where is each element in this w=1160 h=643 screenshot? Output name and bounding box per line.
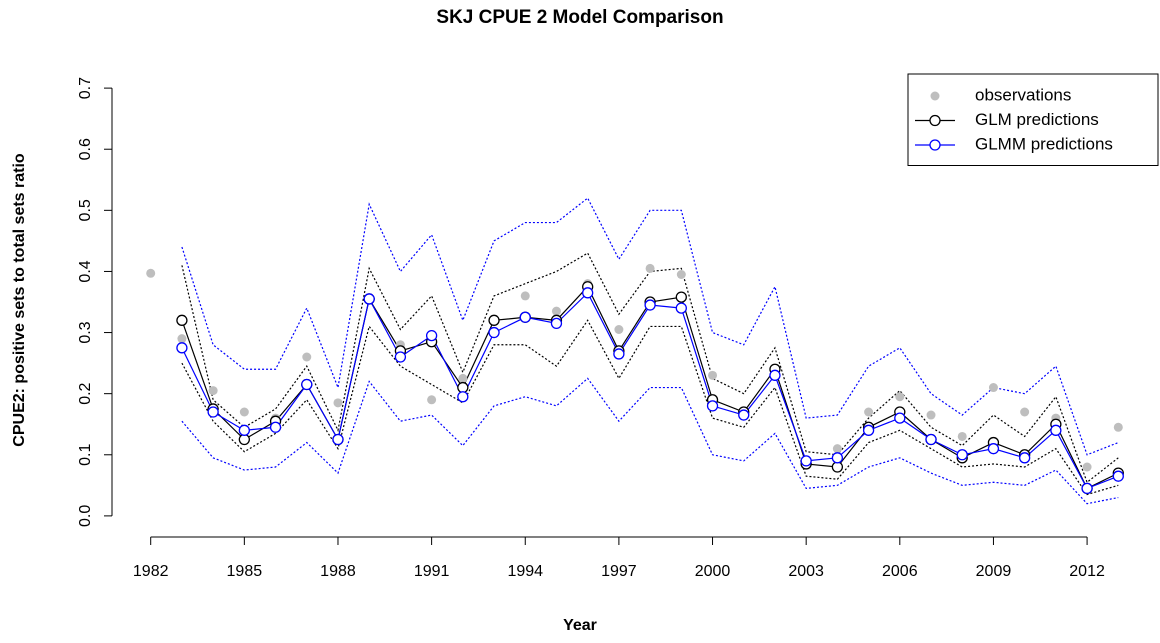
y-tick-label: 0.5 (77, 199, 94, 221)
prediction-point (831, 461, 844, 473)
prediction-point (394, 351, 407, 363)
x-tick-label: 1991 (414, 563, 450, 580)
x-tick-label: 1997 (601, 563, 637, 580)
observation-point (208, 386, 218, 396)
observation-point (676, 270, 686, 279)
prediction-point (238, 433, 250, 446)
legend-label: observations (975, 85, 1071, 104)
x-tick-label: 1985 (227, 563, 263, 580)
prediction-point (925, 433, 937, 446)
prediction-point (1050, 424, 1062, 436)
interval-line (181, 197, 1119, 456)
prediction-point (457, 391, 469, 403)
observation-point (302, 352, 312, 362)
prediction-point (769, 369, 781, 381)
prediction-point (862, 424, 875, 436)
prediction-point (488, 314, 500, 326)
prediction-point (425, 329, 438, 342)
y-tick-label: 0.0 (77, 505, 94, 527)
prediction-point (1081, 482, 1093, 495)
prediction-point (207, 406, 219, 418)
observation-point (645, 263, 655, 273)
prediction-point (675, 291, 687, 303)
observation-point (926, 410, 936, 420)
prediction-point (613, 348, 625, 360)
x-tick-label: 2012 (1069, 563, 1105, 580)
prediction-point (706, 400, 719, 412)
prediction-point (956, 449, 968, 461)
legend-symbol (929, 139, 941, 151)
interval-line (181, 377, 1119, 505)
interval-line (181, 319, 1119, 496)
prediction-point (550, 317, 563, 330)
observation-point (239, 407, 249, 417)
y-axis-label: CPUE2: positive sets to total sets ratio (11, 153, 28, 447)
interval-line (181, 252, 1119, 484)
observation-point (957, 431, 967, 441)
observation-point (708, 370, 718, 380)
x-axis-label: Year (563, 617, 597, 634)
legend-label: GLM predictions (975, 110, 1099, 129)
prediction-point (800, 455, 812, 467)
observation-point (427, 395, 437, 405)
legend-symbol (929, 114, 941, 127)
prediction-point (644, 299, 656, 311)
legend-symbol (930, 91, 940, 101)
observation-point (864, 407, 874, 417)
prediction-point (488, 326, 500, 339)
x-tick-label: 1994 (507, 563, 543, 580)
observation-point (146, 268, 156, 278)
prediction-point (238, 424, 250, 436)
prediction-point (269, 421, 282, 433)
observation-point (1113, 422, 1123, 432)
x-tick-label: 1982 (133, 563, 169, 580)
prediction-point (987, 443, 1000, 455)
prediction-point (1019, 452, 1031, 464)
prediction-point (894, 412, 906, 424)
y-tick-label: 0.6 (77, 138, 94, 160)
observation-point (551, 306, 561, 316)
prediction-point (332, 433, 344, 446)
observation-point (1020, 407, 1030, 417)
observation-point (832, 444, 842, 454)
observation-point (520, 291, 530, 301)
x-tick-label: 2006 (882, 563, 918, 580)
legend-box (907, 73, 1159, 166)
chart-title: SKJ CPUE 2 Model Comparison (436, 7, 723, 28)
series-line (181, 291, 1119, 490)
y-tick-label: 0.3 (77, 321, 94, 343)
x-tick-label: 2009 (976, 563, 1012, 580)
prediction-point (582, 287, 594, 299)
x-tick-label: 1988 (320, 563, 356, 580)
prediction-point (176, 314, 188, 326)
prediction-point (301, 378, 313, 391)
prediction-point (519, 311, 531, 323)
prediction-point (1112, 470, 1124, 482)
prediction-point (738, 409, 750, 421)
prediction-point (831, 452, 844, 464)
series-line (181, 285, 1119, 490)
observation-point (988, 383, 998, 393)
prediction-point (457, 381, 469, 394)
x-tick-label: 2000 (695, 563, 731, 580)
y-tick-label: 0.4 (77, 260, 94, 282)
prediction-point (176, 342, 188, 354)
prediction-point (363, 293, 375, 305)
observation-point (177, 334, 187, 344)
observation-point (458, 373, 468, 383)
y-tick-label: 0.1 (77, 444, 94, 466)
observation-point (1082, 462, 1092, 472)
observation-point (333, 398, 343, 408)
prediction-point (675, 302, 687, 314)
observation-point (614, 325, 624, 334)
observation-point (895, 392, 905, 402)
legend-label: GLMM predictions (975, 134, 1113, 153)
y-tick-label: 0.7 (77, 77, 94, 99)
y-tick-label: 0.2 (77, 382, 94, 404)
x-tick-label: 2003 (788, 563, 824, 580)
